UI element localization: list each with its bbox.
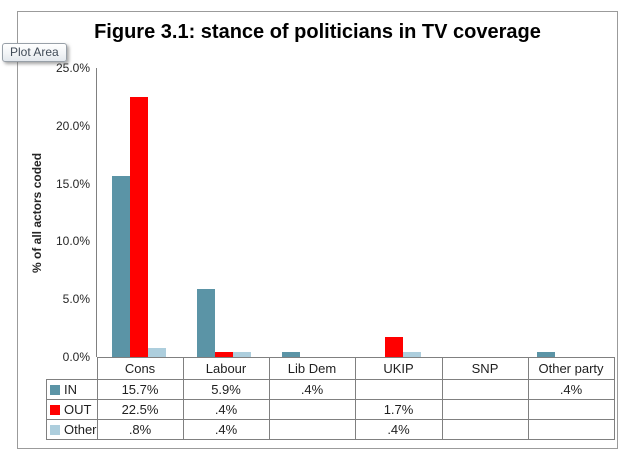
- row-label-OUT: OUT: [46, 399, 98, 420]
- y-tick-label: 10.0%: [55, 234, 90, 249]
- category-label-Lib-Dem: Lib Dem: [268, 357, 356, 380]
- series-name-label: Other: [64, 422, 97, 437]
- value-cell-OUT-Lib-Dem: [268, 399, 356, 420]
- row-label-Other: Other: [46, 419, 98, 440]
- value-cell-OUT-SNP: [441, 399, 529, 420]
- bar-Other-Cons[interactable]: [148, 348, 166, 357]
- legend-key-IN: [50, 385, 60, 395]
- bar-OUT-Labour[interactable]: [215, 352, 233, 357]
- value-cell-IN-Other-party: .4%: [527, 379, 615, 400]
- plot-area-tooltip-label: Plot Area: [10, 45, 59, 59]
- value-cell-Other-Cons: .8%: [96, 419, 184, 440]
- y-axis-line: [96, 68, 97, 357]
- y-axis-title: % of all actors coded: [30, 152, 44, 274]
- bar-IN-Other-party[interactable]: [537, 352, 555, 357]
- bar-IN-Labour[interactable]: [197, 289, 215, 357]
- y-tick-label: 5.0%: [62, 292, 90, 307]
- category-label-Labour: Labour: [182, 357, 270, 380]
- plot-area-tooltip: Plot Area: [2, 43, 67, 62]
- value-cell-OUT-Cons: 22.5%: [96, 399, 184, 420]
- value-cell-Other-Labour: .4%: [182, 419, 270, 440]
- table-row-Other: Other .8% .4% .4%: [46, 419, 615, 440]
- bar-IN-Cons[interactable]: [112, 176, 130, 357]
- y-tick-label: 25.0%: [55, 61, 90, 75]
- category-label-SNP: SNP: [441, 357, 529, 380]
- data-table[interactable]: Cons Labour Lib Dem UKIP SNP Other party IN 15.…: [46, 357, 615, 440]
- value-cell-OUT-UKIP: 1.7%: [354, 399, 443, 420]
- bar-Other-UKIP[interactable]: [403, 352, 421, 357]
- value-cell-IN-UKIP: [354, 379, 443, 400]
- bar-OUT-UKIP[interactable]: [385, 337, 403, 357]
- value-cell-Other-Lib-Dem: [268, 419, 356, 440]
- category-label-UKIP: UKIP: [354, 357, 443, 380]
- value-cell-IN-SNP: [441, 379, 529, 400]
- legend-key-OUT: [50, 405, 60, 415]
- value-cell-IN-Labour: 5.9%: [182, 379, 270, 400]
- row-label-IN: IN: [46, 379, 98, 400]
- category-label-Other-party: Other party: [527, 357, 615, 380]
- y-tick-label: 15.0%: [55, 176, 90, 191]
- table-stub-cell: [47, 358, 98, 380]
- value-cell-OUT-Other-party: [527, 399, 615, 420]
- bar-OUT-Cons[interactable]: [130, 97, 148, 357]
- y-tick-label: 20.0%: [55, 118, 90, 133]
- table-row-IN: IN 15.7% 5.9% .4% .4%: [46, 379, 615, 400]
- y-tick-label: 0.0%: [62, 350, 90, 364]
- bar-IN-Lib-Dem[interactable]: [282, 352, 300, 357]
- series-name-label: OUT: [64, 402, 92, 417]
- table-row-OUT: OUT 22.5% .4% 1.7%: [46, 399, 615, 420]
- value-cell-OUT-Labour: .4%: [182, 399, 270, 420]
- legend-key-Other: [50, 425, 60, 435]
- bar-Other-Labour[interactable]: [233, 352, 251, 357]
- value-cell-Other-Other-party: [527, 419, 615, 440]
- value-cell-IN-Lib-Dem: .4%: [268, 379, 356, 400]
- value-cell-IN-Cons: 15.7%: [96, 379, 184, 400]
- chart-title: Figure 3.1: stance of politicians in TV …: [94, 21, 541, 43]
- value-cell-Other-UKIP: .4%: [354, 419, 443, 440]
- value-cell-Other-SNP: [441, 419, 529, 440]
- series-name-label: IN: [64, 382, 77, 397]
- category-label-Cons: Cons: [96, 357, 184, 380]
